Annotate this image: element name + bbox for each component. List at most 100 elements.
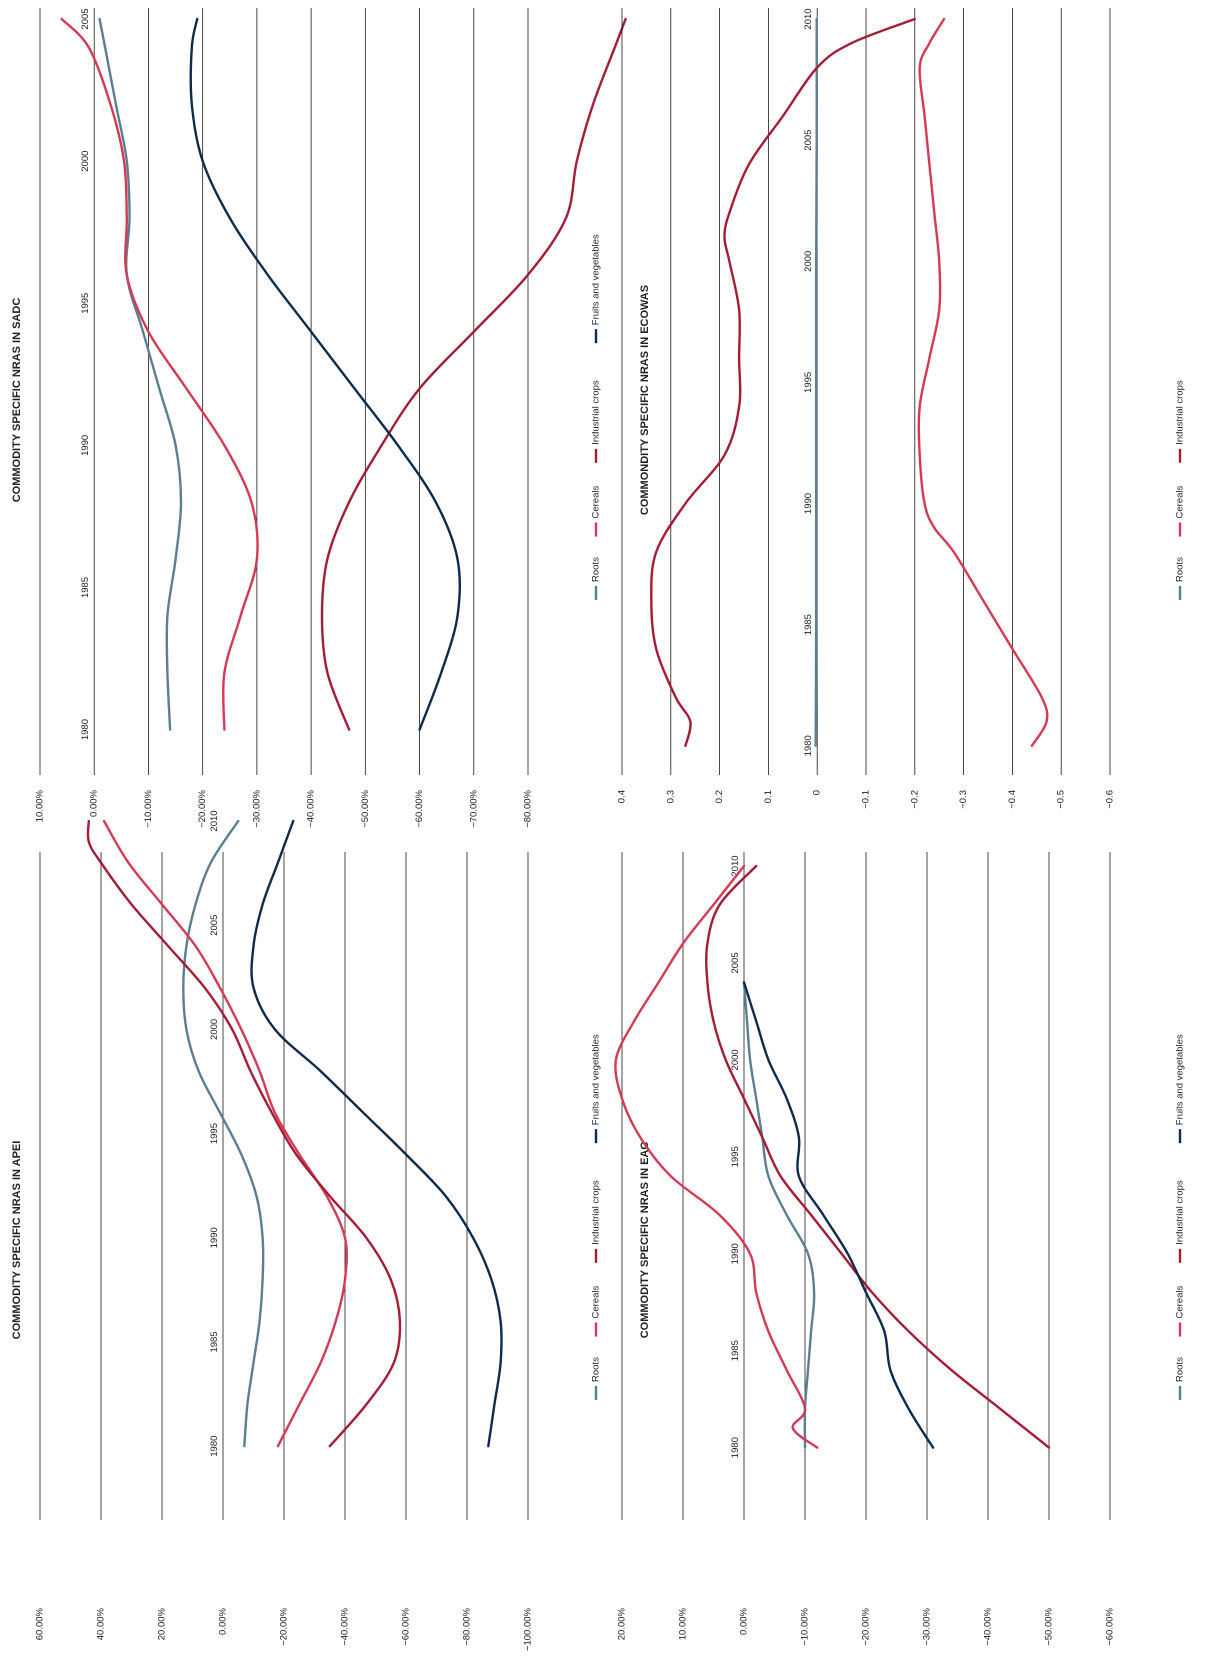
series-line-industrial-crops-eac: [705, 864, 1051, 1449]
year-tick-label-ecowas: 1980: [803, 735, 814, 756]
value-tick-label-sadc: 0.00%: [89, 789, 100, 816]
legend-item-cereals-ecowas: Cereals: [1175, 486, 1186, 537]
year-tick-label-eac: 2005: [730, 952, 741, 973]
value-tick-label-ecowas: 0.3: [665, 790, 676, 803]
value-tick-label-sadc: −30.00%: [251, 789, 262, 827]
legend-item-industrial-crops-sadc: Industrial crops: [591, 380, 602, 463]
legend-label: Industrial crops: [1175, 380, 1186, 445]
year-tick-label-apei: 1980: [209, 1436, 220, 1457]
legend-item-roots-sadc: Roots: [591, 557, 602, 600]
legend-item-fruits-and-vegetables-apei: Fruits and vegetables: [591, 1034, 602, 1144]
chart-title-eac: COMMODITY SPECIFIC NRAS IN EAC: [639, 1142, 651, 1339]
value-tick-label-apei: 20.00%: [157, 1607, 168, 1640]
value-tick-label-eac: −40.00%: [983, 1607, 994, 1645]
value-tick-label-sadc: −80.00%: [523, 789, 534, 827]
series-line-cereals-eac: [614, 864, 819, 1449]
year-tick-label-eac: 2000: [730, 1049, 741, 1070]
year-tick-label-sadc: 1990: [80, 435, 91, 456]
series-line-roots-eac: [742, 981, 816, 1449]
legend-item-industrial-crops-eac: Industrial crops: [1175, 1180, 1186, 1263]
value-tick-label-apei: −60.00%: [401, 1607, 412, 1645]
series-line-cereals-apei: [102, 819, 348, 1448]
year-tick-label-ecowas: 2010: [803, 8, 814, 29]
value-tick-label-eac: 10.00%: [678, 1607, 689, 1640]
value-tick-label-sadc: −20.00%: [197, 789, 208, 827]
legend-item-roots-apei: Roots: [591, 1357, 602, 1400]
chart-panel-ecowas: COMMONDITY SPECIFIC NRAS IN ECOWAS 0.4 0.3…: [617, 8, 1186, 809]
value-tick-label-ecowas: 0: [812, 790, 823, 795]
legend-item-roots-ecowas: Roots: [1175, 557, 1186, 600]
value-tick-label-eac: −20.00%: [861, 1607, 872, 1645]
legend-label: Cereals: [591, 486, 602, 519]
value-tick-label-ecowas: −0.5: [1056, 790, 1067, 809]
series-line-fruits-and-vegetables-apei: [250, 819, 503, 1448]
series-line-fruits-and-vegetables-sadc: [189, 17, 462, 731]
legend-item-fruits-and-vegetables-sadc: Fruits and vegetables: [591, 234, 602, 344]
value-tick-label-ecowas: −0.1: [861, 790, 872, 809]
value-tick-label-ecowas: −0.6: [1105, 790, 1116, 809]
value-tick-label-sadc: 10.00%: [35, 789, 46, 822]
chart-panel-sadc: COMMODITY SPECIFIC NRAS IN SADC 10.00% 0.0…: [11, 8, 627, 828]
year-tick-label-apei: 1985: [209, 1331, 220, 1352]
series-line-industrial-crops-sadc: [320, 17, 627, 731]
year-tick-label-ecowas: 1995: [803, 372, 814, 393]
value-tick-label-apei: −40.00%: [340, 1607, 351, 1645]
year-tick-label-apei: 1990: [209, 1227, 220, 1248]
legend-item-fruits-and-vegetables-eac: Fruits and vegetables: [1175, 1034, 1186, 1144]
value-tick-label-eac: 0.00%: [739, 1607, 750, 1634]
value-tick-label-apei: −100.00%: [523, 1607, 534, 1651]
year-tick-label-sadc: 1985: [80, 577, 91, 598]
value-tick-label-apei: 60.00%: [35, 1607, 46, 1640]
year-tick-label-eac: 1990: [730, 1243, 741, 1264]
series-line-fruits-and-vegetables-eac: [742, 981, 935, 1449]
series-line-cereals-sadc: [60, 17, 259, 731]
year-tick-label-apei: 2005: [209, 915, 220, 936]
value-tick-label-apei: 40.00%: [96, 1607, 107, 1640]
legend-label: Cereals: [1175, 1286, 1186, 1319]
value-tick-label-sadc: −70.00%: [468, 789, 479, 827]
year-tick-label-apei: 2000: [209, 1019, 220, 1040]
year-tick-label-ecowas: 1990: [803, 493, 814, 514]
legend-item-cereals-sadc: Cereals: [591, 486, 602, 537]
series-line-cereals-ecowas: [917, 17, 1049, 747]
value-tick-label-apei: −80.00%: [462, 1607, 473, 1645]
year-tick-label-eac: 1980: [730, 1437, 741, 1458]
year-tick-label-sadc: 2005: [80, 8, 91, 29]
value-tick-label-apei: 0.00%: [218, 1607, 229, 1634]
legend-label: Roots: [591, 557, 602, 582]
year-tick-label-ecowas: 1985: [803, 614, 814, 635]
value-tick-label-ecowas: 0.2: [714, 790, 725, 803]
year-tick-label-eac: 2010: [730, 855, 741, 876]
legend-label: Fruits and vegetables: [1175, 1034, 1186, 1125]
value-tick-label-eac: −60.00%: [1105, 1607, 1116, 1645]
year-tick-label-sadc: 1980: [80, 719, 91, 740]
value-tick-label-sadc: −50.00%: [360, 789, 371, 827]
year-tick-label-sadc: 2000: [80, 151, 91, 172]
legend-item-cereals-eac: Cereals: [1175, 1286, 1186, 1337]
value-tick-label-ecowas: 0.1: [763, 790, 774, 803]
legend-label: Roots: [591, 1357, 602, 1382]
chart-panel-apei: COMMODITY SPECIFIC NRAS IN APEI 60.00% 40.…: [11, 810, 602, 1651]
legend-label: Fruits and vegetables: [591, 1034, 602, 1125]
chart-panel-eac: COMMODITY SPECIFIC NRAS IN EAC 20.00% 10.0…: [614, 852, 1186, 1646]
value-tick-label-sadc: −10.00%: [143, 789, 154, 827]
year-tick-label-ecowas: 2005: [803, 130, 814, 151]
legend-label: Industrial crops: [1175, 1180, 1186, 1245]
legend-label: Industrial crops: [591, 380, 602, 445]
year-tick-label-eac: 1995: [730, 1146, 741, 1167]
series-line-roots-ecowas: [814, 17, 818, 747]
year-tick-label-apei: 2010: [209, 810, 220, 831]
chart-title-ecowas: COMMONDITY SPECIFIC NRAS IN ECOWAS: [639, 285, 651, 515]
legend-label: Industrial crops: [591, 1180, 602, 1245]
chart-title-sadc: COMMODITY SPECIFIC NRAS IN SADC: [11, 298, 23, 503]
value-tick-label-ecowas: −0.2: [909, 790, 920, 809]
year-tick-label-apei: 1995: [209, 1123, 220, 1144]
value-tick-label-apei: −20.00%: [279, 1607, 290, 1645]
series-line-industrial-crops-ecowas: [650, 17, 916, 747]
series-line-roots-sadc: [98, 17, 183, 731]
year-tick-label-sadc: 1995: [80, 293, 91, 314]
value-tick-label-eac: −30.00%: [922, 1607, 933, 1645]
legend-item-industrial-crops-ecowas: Industrial crops: [1175, 380, 1186, 463]
legend-label: Roots: [1175, 1357, 1186, 1382]
